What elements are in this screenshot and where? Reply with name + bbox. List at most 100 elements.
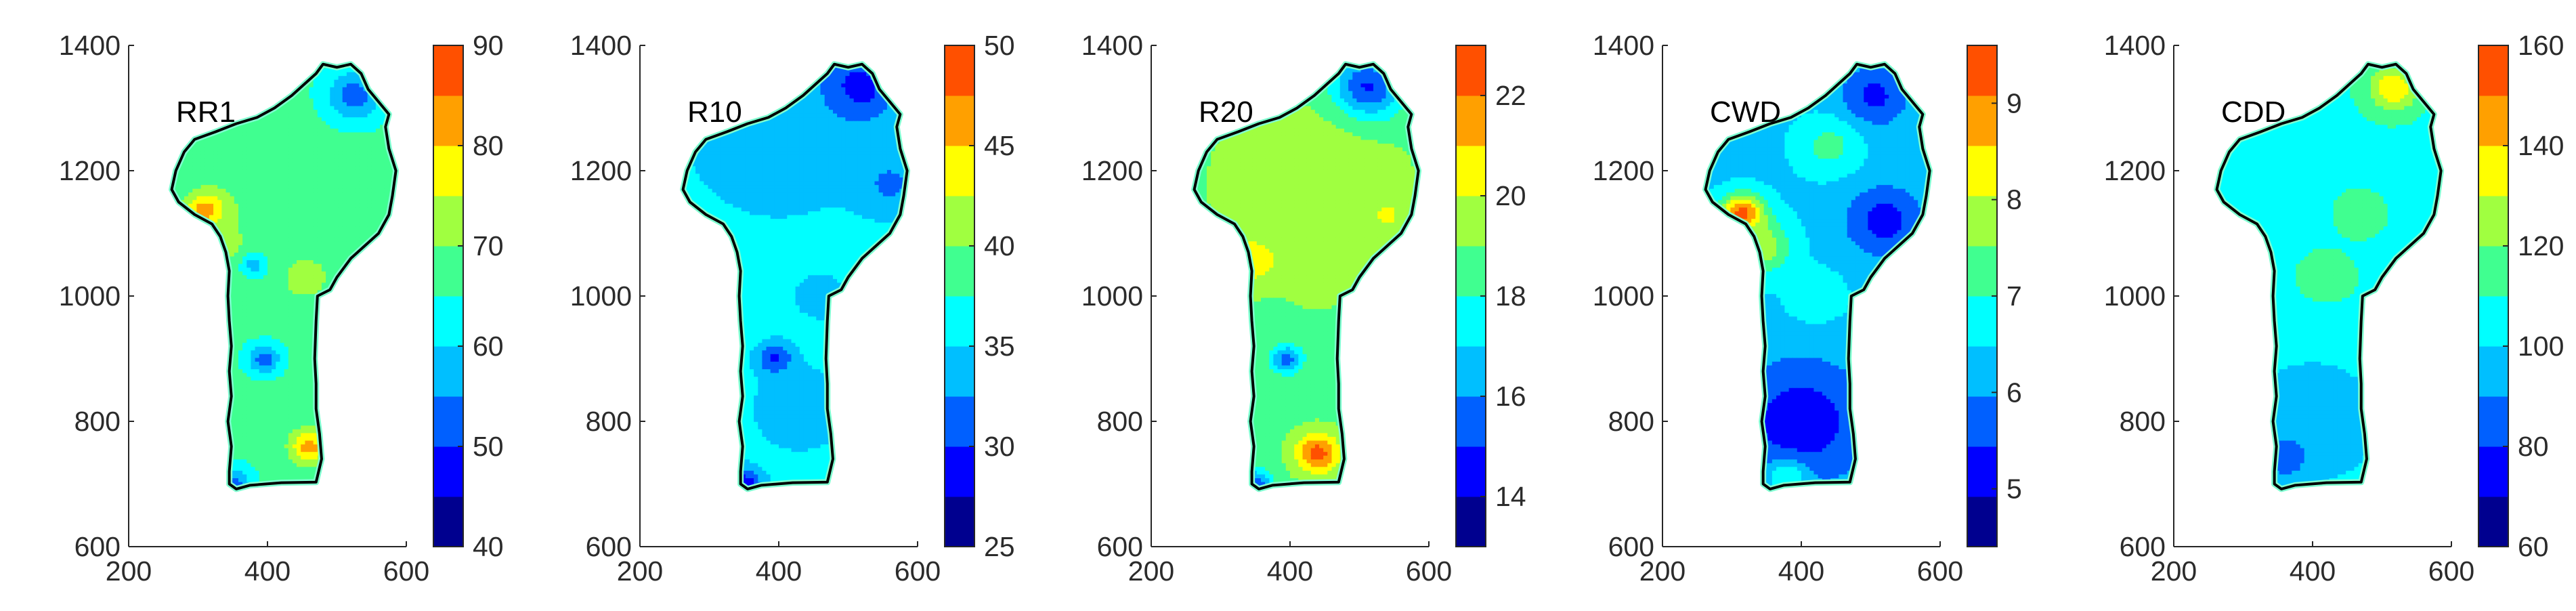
heatmap-cell [326,421,330,426]
heatmap-cell [242,286,247,291]
heatmap-cell [196,240,202,245]
heatmap-cell [259,410,264,415]
heatmap-cell [234,139,239,144]
heatmap-cell [209,252,214,257]
heatmap-cell [179,267,185,272]
heatmap-cell [221,64,227,65]
heatmap-cell [301,162,306,167]
heatmap-cell [171,297,177,302]
heatmap-cell [221,342,227,347]
heatmap-cell [192,226,198,230]
heatmap-cell [330,271,335,276]
heatmap-cell [213,395,218,400]
heatmap-cell [251,331,256,336]
heatmap-cell [238,350,243,354]
heatmap-cell [272,64,276,69]
heatmap-cell [317,124,322,129]
heatmap-cell [192,83,198,87]
heatmap-cell [326,222,330,227]
heatmap-cell [267,267,272,272]
heatmap-cell [276,473,281,478]
heatmap-cell [192,376,198,381]
heatmap-cell [284,376,289,381]
heatmap-cell [284,372,289,377]
heatmap-cell [259,102,264,106]
heatmap-cell [192,237,198,242]
heatmap-cell [175,135,181,140]
heatmap-cell [301,240,306,245]
heatmap-cell [179,79,185,84]
heatmap-cell [196,188,202,193]
heatmap-cell [259,248,264,253]
heatmap-cell [326,263,330,268]
heatmap-cell [255,75,260,80]
heatmap-cell [305,177,310,182]
heatmap-cell [321,237,326,242]
heatmap-cell [205,177,210,182]
heatmap-cell [242,245,247,249]
heatmap-cell [276,64,281,65]
heatmap-cell [284,398,289,403]
heatmap-cell [234,207,239,211]
heatmap-cell [200,459,206,463]
heatmap-cell [301,150,306,155]
heatmap-cell [288,485,293,489]
heatmap-cell [339,493,343,497]
heatmap-cell [242,410,247,415]
heatmap-cell [251,255,256,261]
heatmap-cell [251,361,256,366]
heatmap-cell [205,312,210,317]
heatmap-cell [301,102,306,106]
heatmap-cell [330,105,335,110]
heatmap-cell [175,271,181,276]
heatmap-cell [213,361,218,366]
heatmap-cell [184,338,189,343]
heatmap-cell [272,90,276,95]
heatmap-cell [259,376,264,381]
heatmap-cell [234,184,239,189]
heatmap-cell [267,308,272,313]
heatmap-cell [163,267,168,271]
heatmap-cell [326,331,330,336]
heatmap-cell [188,53,193,57]
heatmap-cell [259,421,264,426]
heatmap-cell [251,286,256,291]
heatmap-cell [179,391,185,396]
heatmap-cell [284,387,289,392]
heatmap-cell [213,237,218,242]
heatmap-cell [313,150,318,155]
heatmap-cell [251,301,256,306]
heatmap-cell [226,230,231,234]
heatmap-cell [284,361,289,366]
heatmap-cell [255,211,260,215]
heatmap-cell [213,240,218,245]
heatmap-cell [305,444,310,448]
heatmap-cell [267,180,272,186]
heatmap-cell [188,90,193,95]
heatmap-cell [297,245,301,249]
heatmap-cell [234,421,239,426]
heatmap-cell [301,177,306,182]
heatmap-cell [192,391,198,396]
heatmap-cell [313,188,318,193]
heatmap-cell [192,169,198,174]
heatmap-cell [188,196,193,201]
heatmap-cell [272,413,276,419]
heatmap-cell [263,233,268,238]
heatmap-cell [192,361,198,366]
heatmap-cell [263,304,268,310]
heatmap-cell [221,199,227,204]
heatmap-cell [309,410,314,415]
heatmap-cell [267,368,272,373]
heatmap-cell [179,455,185,460]
heatmap-cell [309,143,314,148]
heatmap-cell [263,211,268,215]
heatmap-cell [301,350,306,354]
heatmap-cell [255,304,260,310]
heatmap-cell [221,447,227,452]
heatmap-cell [184,320,189,324]
heatmap-cell [255,278,260,283]
heatmap-cell [297,154,301,159]
heatmap-cell [205,68,210,72]
heatmap-cell [330,297,335,302]
